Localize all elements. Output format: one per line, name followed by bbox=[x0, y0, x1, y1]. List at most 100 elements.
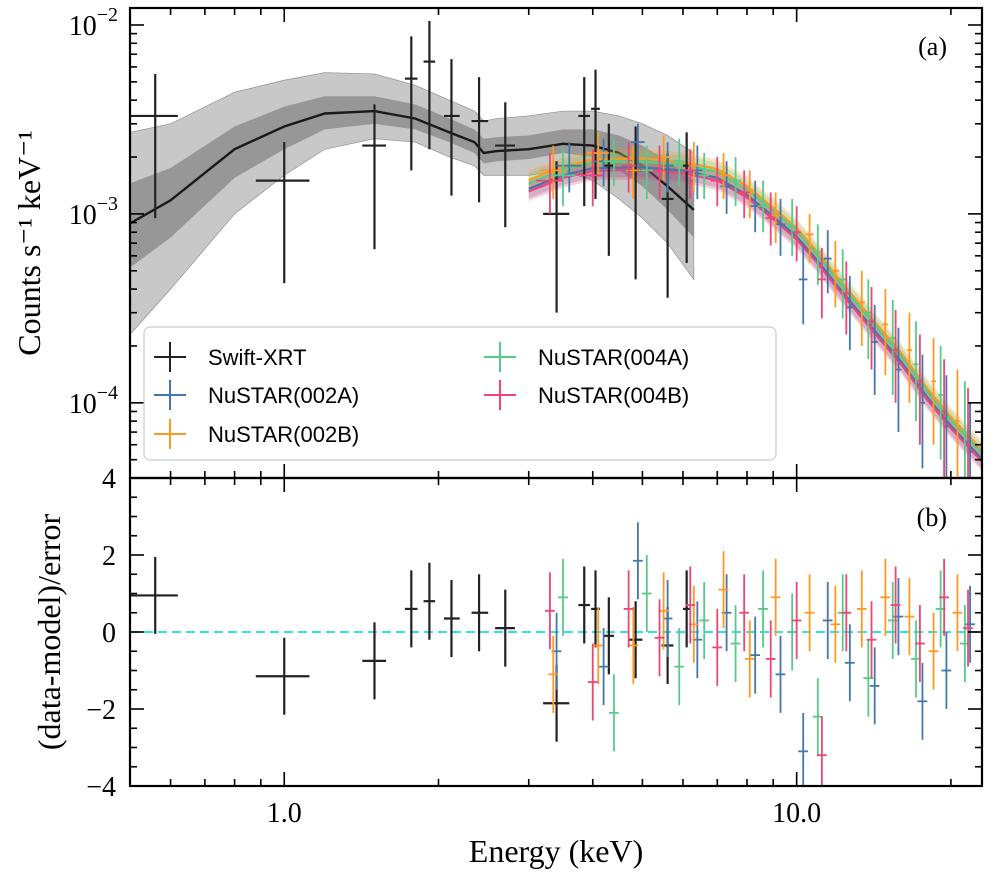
residual-point bbox=[770, 558, 781, 636]
data-point bbox=[423, 20, 436, 150]
data-point bbox=[621, 142, 636, 193]
data-point bbox=[495, 102, 515, 228]
residual-point bbox=[362, 622, 387, 700]
residual-point bbox=[718, 551, 729, 629]
y-tick-label: 10−2 bbox=[69, 4, 118, 42]
data-point bbox=[362, 104, 387, 250]
residual-point bbox=[830, 585, 841, 663]
residual-series-nustar-002a bbox=[551, 522, 975, 786]
legend-entry-nustar-002a: NuSTAR(002A) bbox=[154, 380, 359, 410]
legend-marker bbox=[154, 419, 186, 449]
residual-point bbox=[744, 620, 755, 698]
residual-point bbox=[841, 574, 852, 652]
data-point bbox=[865, 279, 872, 360]
y-tick-label: −2 bbox=[86, 695, 116, 726]
series-nustar-004b bbox=[536, 142, 971, 478]
data-point bbox=[839, 249, 847, 319]
tick-labels: 10−2 10−3 10−4 4 2 0 −2 −4 1.0 10.0 bbox=[69, 4, 821, 829]
model-line-nustar-004b bbox=[528, 168, 982, 463]
data-point bbox=[603, 138, 624, 187]
residual-point bbox=[730, 605, 741, 683]
residual-series-nustar-004b bbox=[544, 558, 973, 786]
spectrum-y-axis-title: Counts s⁻¹ keV⁻¹ bbox=[11, 130, 47, 355]
data-point bbox=[775, 198, 786, 256]
legend-entry-nustar-002b: NuSTAR(002B) bbox=[154, 419, 359, 449]
x-tick-label: 1.0 bbox=[267, 798, 302, 829]
residual-point bbox=[844, 624, 855, 702]
residual-point bbox=[965, 585, 975, 663]
residual-point bbox=[856, 570, 867, 648]
data-point bbox=[792, 206, 802, 262]
residual-point bbox=[578, 566, 590, 644]
data-point bbox=[591, 69, 600, 199]
data-point bbox=[757, 180, 769, 233]
data-point bbox=[889, 300, 896, 396]
y-tick-label: 0 bbox=[102, 618, 116, 649]
residual-point bbox=[558, 558, 568, 636]
y-tick-label: 2 bbox=[102, 541, 116, 572]
data-point bbox=[130, 74, 178, 219]
data-point bbox=[817, 247, 826, 319]
legend-entry-swift-xrt: Swift-XRT bbox=[154, 342, 307, 372]
legend-label: Swift-XRT bbox=[208, 345, 307, 370]
data-point bbox=[684, 149, 696, 199]
legend-frame bbox=[143, 326, 777, 461]
residual-axis-ticks bbox=[129, 477, 982, 787]
residual-point bbox=[890, 566, 901, 644]
residual-panel: (b) bbox=[129, 477, 982, 787]
data-point bbox=[858, 270, 866, 346]
legend-marker bbox=[484, 342, 516, 372]
residual-point bbox=[866, 601, 877, 679]
x-axis-title: Energy (keV) bbox=[469, 833, 643, 869]
residual-point bbox=[654, 599, 665, 677]
residual-data-points bbox=[130, 522, 975, 786]
data-point bbox=[892, 309, 899, 403]
data-point bbox=[955, 369, 960, 478]
data-point bbox=[846, 275, 854, 351]
data-point bbox=[962, 381, 967, 478]
model-line-nustar-002a bbox=[528, 166, 982, 460]
residual-point bbox=[869, 647, 880, 725]
data-point bbox=[443, 59, 460, 196]
residual-point bbox=[404, 570, 418, 648]
residual-point bbox=[804, 574, 815, 652]
data-point bbox=[871, 304, 878, 396]
data-point bbox=[765, 192, 776, 246]
data-point bbox=[630, 123, 645, 166]
series-nustar-002a bbox=[556, 123, 973, 478]
residual-point bbox=[682, 570, 691, 648]
data-point bbox=[549, 149, 576, 207]
data-point bbox=[539, 145, 567, 199]
residual-point bbox=[917, 662, 928, 740]
data-point bbox=[906, 312, 913, 403]
data-point bbox=[938, 345, 943, 460]
data-point bbox=[471, 77, 489, 203]
residual-point bbox=[632, 522, 643, 600]
legend-entry-nustar-004b: NuSTAR(004B) bbox=[484, 380, 689, 410]
data-point bbox=[556, 142, 582, 193]
model-line-nustar-002b bbox=[528, 157, 982, 451]
residual-point bbox=[765, 620, 776, 698]
residual-point bbox=[880, 558, 891, 636]
data-point bbox=[536, 153, 564, 214]
data-point bbox=[965, 387, 971, 478]
legend-label: NuSTAR(004B) bbox=[538, 383, 689, 408]
data-point bbox=[805, 213, 814, 263]
residual-point bbox=[130, 556, 178, 634]
residual-point bbox=[544, 572, 555, 650]
legend-marker bbox=[484, 380, 516, 410]
residual-series-swift-xrt bbox=[130, 556, 691, 742]
legend-label: NuSTAR(002B) bbox=[208, 422, 359, 447]
data-point bbox=[699, 153, 710, 199]
residual-point bbox=[750, 616, 761, 694]
data-point bbox=[710, 157, 724, 207]
residual-series-nustar-004a bbox=[558, 555, 970, 756]
residual-point bbox=[603, 597, 614, 675]
y-tick-label: 10−3 bbox=[69, 193, 118, 231]
residual-point bbox=[471, 574, 489, 652]
data-point bbox=[673, 138, 685, 187]
residual-point bbox=[787, 593, 797, 671]
residual-point bbox=[758, 570, 768, 648]
data-point bbox=[941, 359, 947, 478]
